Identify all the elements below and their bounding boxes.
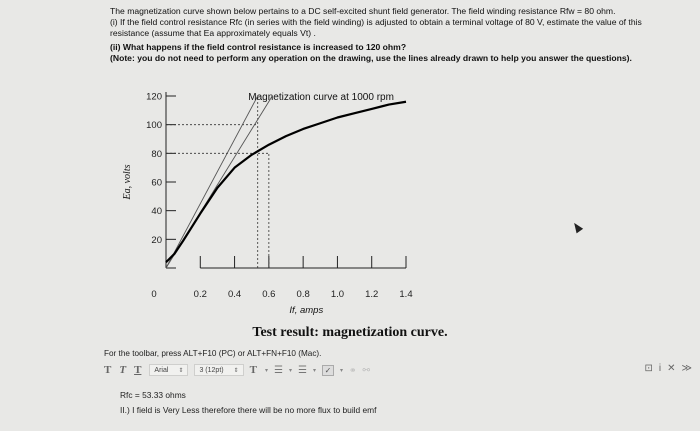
x-tick-label: 1.0 [331,289,344,300]
bold-button[interactable]: T [104,364,112,376]
unlink-icon[interactable]: ⚯ [362,364,371,375]
toolbar-hint: For the toolbar, press ALT+F10 (PC) or A… [104,349,322,358]
answer-line-1: Rfc = 53.33 ohms [120,390,186,400]
y-tick-label: 100 [146,120,162,131]
question-part1: (i) If the field control resistance Rfc … [110,17,642,39]
question-text: The magnetization curve shown below pert… [110,6,670,64]
magnetization-chart: 20 40 60 80 100 120 0 0.2 0.4 0.6 0.8 1.0 1.2 1.4 Magn… [122,92,413,317]
mouse-cursor-icon [570,220,584,234]
x-tick-label: 0.4 [228,289,241,300]
y-tick-label: 40 [151,206,162,217]
x-axis-label: If, amps [289,305,323,316]
editor-toolbar: T T T Arial ⇕ 3 (12pt) ⇕ T ▾ ☰ ▾ ☰ ▾ ✓ ▾… [104,362,696,378]
magnetization-curve [165,100,407,264]
font-size-value: 3 (12pt) [199,366,224,374]
underline-button[interactable]: T [134,364,142,376]
font-family-value: Arial [154,366,169,374]
chevron-down-icon[interactable]: ▾ [264,367,268,374]
expand-icon[interactable]: ≫ [681,363,692,374]
toolbar-right-group: ⊡ i ✕ ≫ [645,363,692,374]
image-icon[interactable]: ⊡ [644,363,653,374]
figure-caption: Test result: magnetization curve. [252,325,448,340]
question-intro: The magnetization curve shown below pert… [110,6,616,16]
spellcheck-icon[interactable]: ✓ [321,364,334,376]
link-icon[interactable]: ⚭ [348,364,357,375]
field-resistance-line [165,95,259,269]
question-note: (Note: you do not need to perform any op… [110,52,632,63]
chevron-down-icon[interactable]: ▾ [339,367,343,374]
chevron-down-icon: ⇕ [233,367,239,374]
info-icon[interactable]: i [658,363,662,374]
chevron-down-icon[interactable]: ▾ [288,367,292,374]
x-tick-label: 1.2 [365,289,378,300]
font-family-select[interactable]: Arial ⇕ [149,364,189,376]
y-tick-label: 20 [151,235,162,246]
x-tick-label: 0.8 [297,289,310,300]
x-tick-label: 0.2 [194,289,207,300]
answer-line-2: II.) I field is Very Less therefore ther… [120,405,377,415]
y-tick-label: 120 [146,92,162,103]
text-color-button[interactable]: T [249,364,257,376]
fullscreen-icon[interactable]: ✕ [667,363,676,374]
y-axis-label: Ea, volts [122,164,133,200]
italic-button[interactable]: T [119,364,127,376]
y-tick-label: 60 [151,178,162,189]
x-tick-label: 0 [151,289,156,300]
answer-editor[interactable]: Rfc = 53.33 ohms II.) I field is Very Le… [120,388,376,418]
chevron-down-icon: ⇕ [178,367,184,374]
numbered-list-icon[interactable]: ☰ [297,364,307,376]
x-tick-label: 0.6 [262,289,275,300]
x-tick-label: 1.4 [399,289,412,300]
y-tick-label: 80 [151,149,162,160]
chevron-down-icon[interactable]: ▾ [312,367,316,374]
question-part2: (ii) What happens if the field control r… [110,41,407,52]
bullet-list-icon[interactable]: ☰ [273,364,283,376]
font-size-select[interactable]: 3 (12pt) ⇕ [194,364,244,376]
chart-title: Magnetization curve at 1000 rpm [248,92,394,103]
